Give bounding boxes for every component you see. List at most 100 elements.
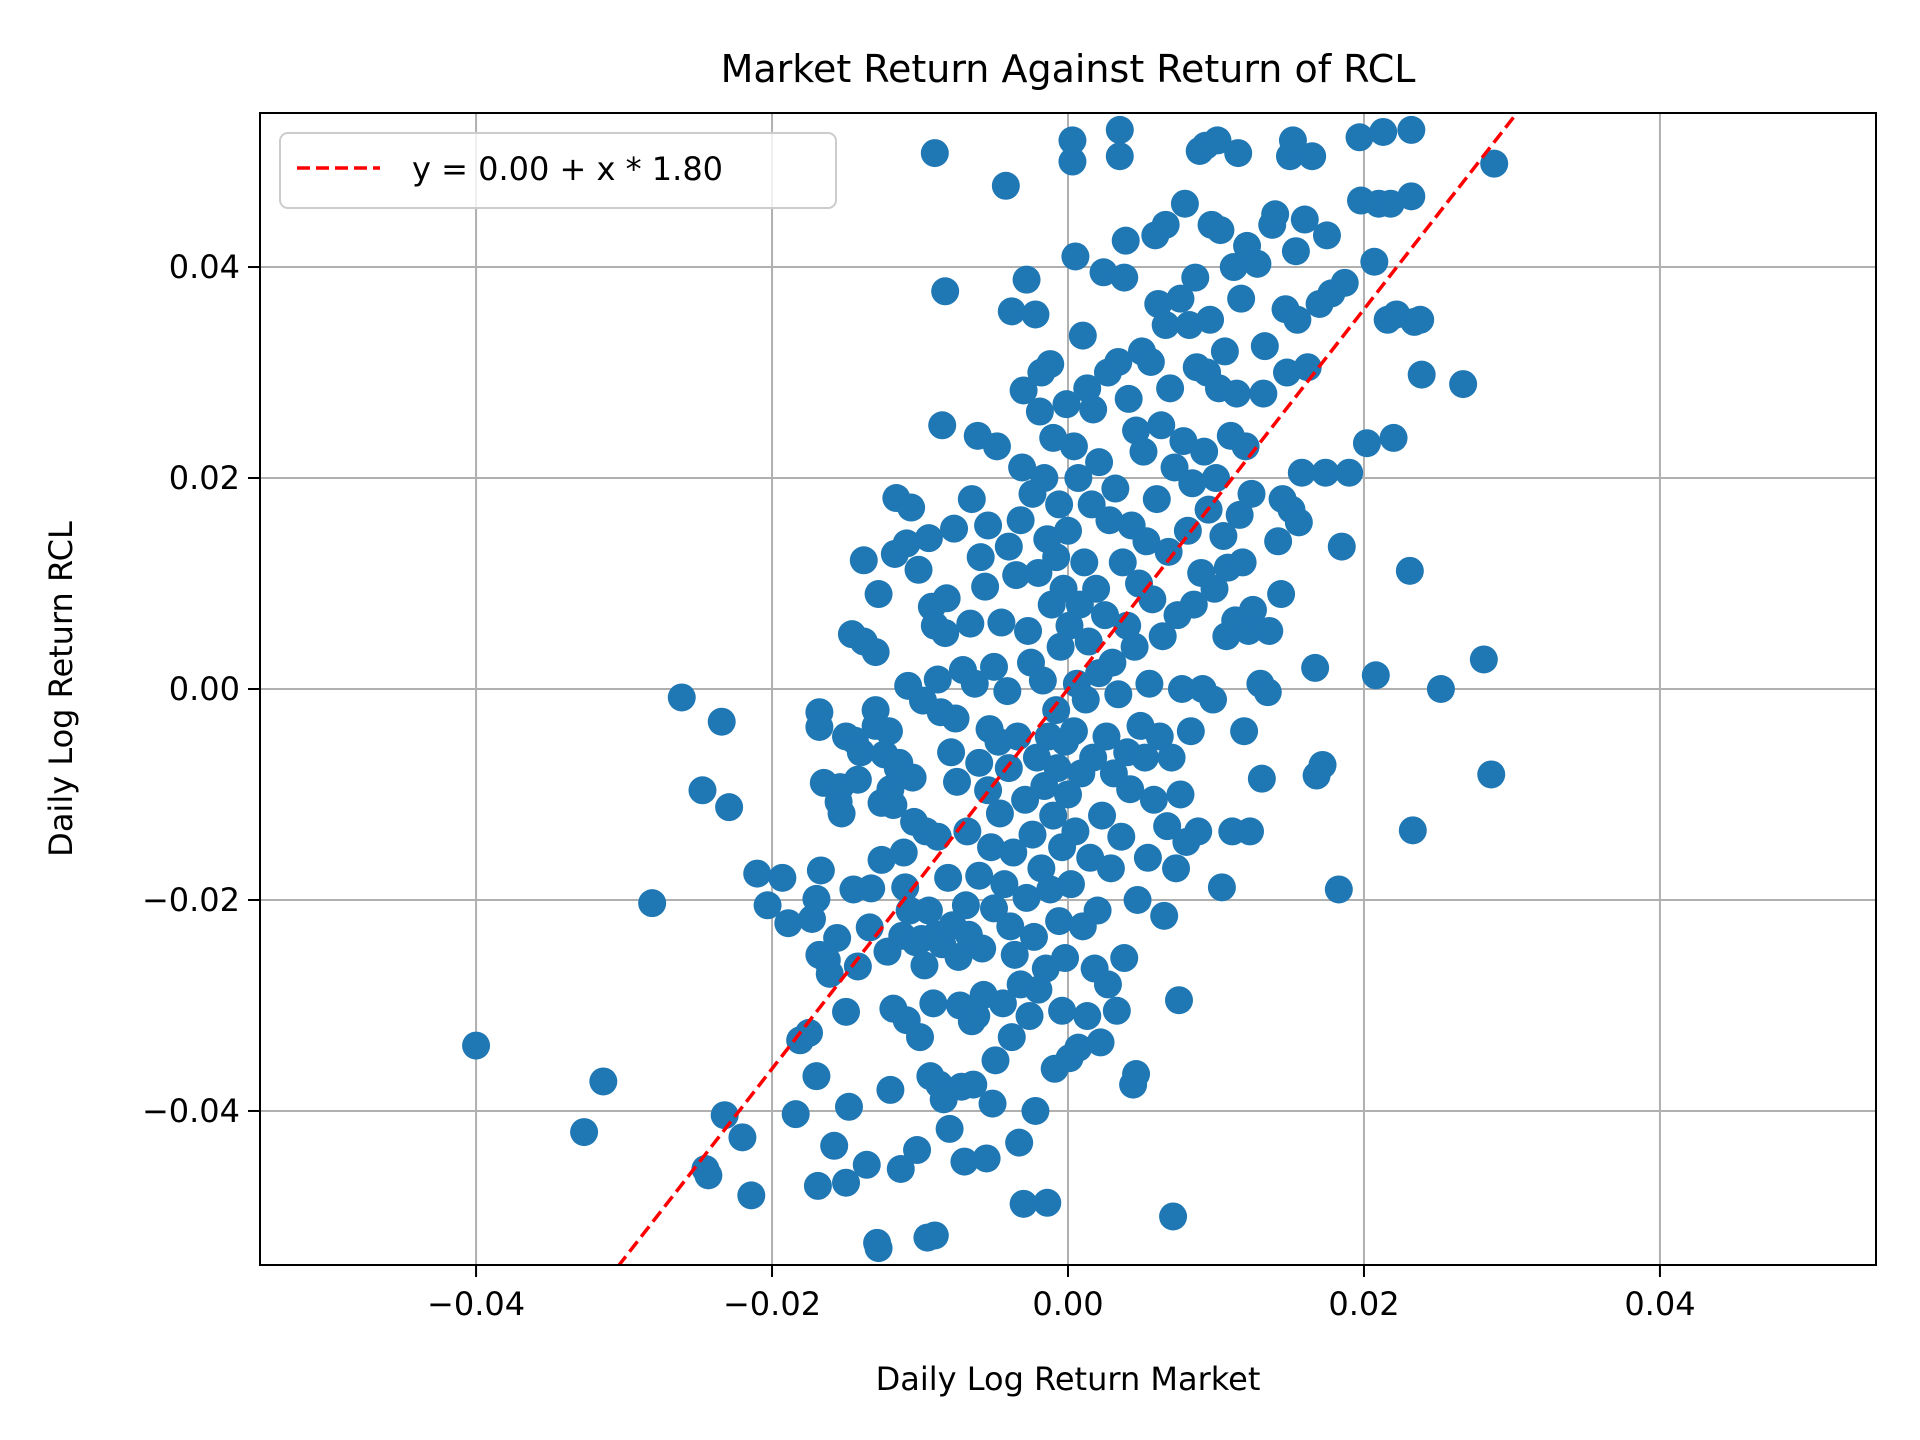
data-point xyxy=(1426,675,1455,703)
x-axis-label: Daily Log Return Market xyxy=(876,1360,1261,1398)
data-point xyxy=(1406,305,1435,334)
data-point xyxy=(1449,370,1478,399)
data-point xyxy=(802,1062,831,1091)
data-point xyxy=(1247,764,1276,793)
data-point xyxy=(1113,611,1142,640)
data-point xyxy=(803,1171,832,1200)
data-point xyxy=(1136,347,1165,376)
data-point xyxy=(1178,469,1207,498)
data-point xyxy=(1058,126,1087,155)
data-point xyxy=(991,171,1020,200)
data-point xyxy=(950,1147,979,1176)
data-point xyxy=(1015,1002,1044,1031)
data-point xyxy=(1045,490,1074,519)
x-tick-label: 0.00 xyxy=(1032,1285,1103,1323)
data-point xyxy=(928,411,957,440)
data-point xyxy=(891,873,920,902)
data-point xyxy=(1101,474,1130,503)
data-point xyxy=(1255,616,1284,645)
data-point xyxy=(1222,379,1251,408)
data-point xyxy=(849,546,878,575)
data-point xyxy=(1079,743,1108,772)
data-point xyxy=(867,845,896,874)
data-point xyxy=(1199,685,1228,714)
data-point xyxy=(1061,242,1090,271)
data-point xyxy=(1264,527,1293,556)
data-point xyxy=(1169,427,1198,456)
data-point xyxy=(852,1150,881,1179)
data-point xyxy=(1058,147,1087,176)
data-point xyxy=(1116,775,1145,804)
data-point xyxy=(795,1018,824,1047)
y-axis-label: Daily Log Return RCL xyxy=(42,521,80,857)
data-point xyxy=(1009,376,1038,405)
data-point xyxy=(1123,885,1152,914)
data-point xyxy=(743,859,772,888)
data-point xyxy=(1090,601,1119,630)
data-point xyxy=(1230,717,1259,746)
data-point xyxy=(707,707,736,736)
data-point xyxy=(931,619,960,648)
data-point xyxy=(1156,374,1185,403)
data-point xyxy=(1022,743,1051,772)
data-point xyxy=(1335,458,1364,487)
data-point xyxy=(903,1136,932,1165)
data-point xyxy=(990,870,1019,899)
data-point xyxy=(1166,780,1195,809)
data-point xyxy=(1082,574,1111,603)
data-point xyxy=(806,856,835,885)
data-point xyxy=(1196,305,1225,334)
data-point xyxy=(694,1161,723,1190)
data-point xyxy=(959,1070,988,1099)
data-point xyxy=(1003,722,1032,751)
data-point xyxy=(1150,901,1179,930)
data-point xyxy=(985,799,1014,828)
data-point xyxy=(1162,854,1191,883)
y-tick-label: 0.02 xyxy=(169,459,240,497)
data-point xyxy=(688,776,717,805)
data-point xyxy=(768,863,797,892)
data-point xyxy=(988,989,1017,1018)
data-point xyxy=(1144,289,1173,318)
data-point xyxy=(1298,142,1327,171)
data-point xyxy=(1379,423,1408,452)
data-point xyxy=(876,1075,905,1104)
data-point xyxy=(638,889,667,918)
data-point xyxy=(1398,816,1427,845)
data-point xyxy=(1249,379,1278,408)
data-point xyxy=(1166,284,1195,313)
data-point xyxy=(1070,548,1099,577)
data-point xyxy=(1036,350,1065,379)
data-point xyxy=(1312,221,1341,250)
data-point xyxy=(980,652,1009,681)
data-point xyxy=(944,942,973,971)
data-point xyxy=(843,952,872,981)
data-point xyxy=(981,1046,1010,1075)
data-point xyxy=(994,754,1023,783)
data-point xyxy=(914,524,943,553)
data-point xyxy=(892,529,921,558)
data-point xyxy=(997,1023,1026,1052)
data-point xyxy=(774,909,803,938)
data-point xyxy=(1224,139,1253,168)
data-point xyxy=(997,297,1026,326)
data-point xyxy=(1209,522,1238,551)
data-point xyxy=(1238,595,1267,624)
data-point xyxy=(996,912,1025,941)
data-point xyxy=(1135,669,1164,698)
data-point xyxy=(978,1089,1007,1118)
data-point xyxy=(1054,516,1082,545)
data-point xyxy=(1028,666,1057,695)
data-point xyxy=(1164,986,1193,1015)
data-point xyxy=(1025,397,1054,426)
data-point xyxy=(910,951,939,980)
data-point xyxy=(1369,117,1398,146)
data-point xyxy=(1327,532,1356,561)
data-point xyxy=(1181,263,1210,292)
data-point xyxy=(1293,353,1322,382)
data-point xyxy=(1203,126,1232,155)
data-point xyxy=(1045,907,1074,936)
data-point xyxy=(897,493,926,522)
data-point xyxy=(993,677,1022,706)
data-point xyxy=(1395,556,1424,585)
